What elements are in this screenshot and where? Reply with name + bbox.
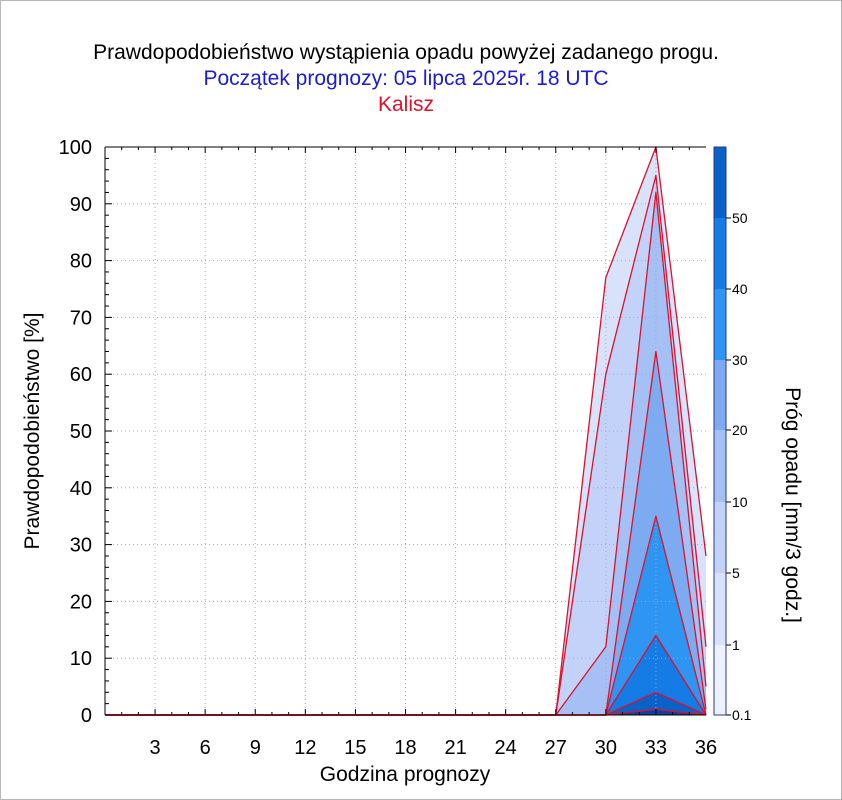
colorbar-tick-labels: 0.1 1 5 10 20 30 40 50 [732,210,752,723]
x-tick-label: 30 [595,737,617,759]
y-tick-label: 40 [70,478,92,500]
colorbar-segment [714,573,726,645]
x-axis-label: Godzina prognozy [320,763,491,786]
y-tick-label: 30 [70,535,92,557]
chart-subtitle: Początek prognozy: 05 lipca 2025r. 18 UT… [203,67,609,90]
x-tick-label: 24 [495,737,517,759]
x-tick-label: 27 [545,737,567,759]
colorbar-tick-label: 30 [732,352,748,368]
series-area-50 [105,709,706,715]
grid-lines [105,147,706,715]
x-tick-label: 36 [695,737,717,759]
colorbar-segment [714,147,726,218]
y-tick-label: 80 [70,251,92,273]
colorbar-segment [714,645,726,715]
y-tick-label: 90 [70,194,92,216]
colorbar-tick-label: 50 [732,210,748,226]
y-tick-label: 70 [70,307,92,329]
colorbar-segment [714,218,726,289]
x-tick-label: 6 [200,737,211,759]
y-tick-label: 100 [59,137,92,159]
x-tick-label: 15 [344,737,366,759]
colorbar-label: Próg opadu [mm/3 godz.] [781,387,804,623]
colorbar-border [713,146,727,716]
y-tick-label: 0 [81,705,92,727]
x-tick-label: 12 [294,737,316,759]
colorbar-tick-label: 10 [732,494,748,510]
y-tick-label: 60 [70,364,92,386]
colorbar-tick-label: 0.1 [732,707,752,723]
chart-location: Kalisz [377,93,435,116]
y-tick-label: 50 [70,421,92,443]
colorbar [713,146,731,716]
x-tick-label: 21 [444,737,466,759]
axes [104,146,706,716]
colorbar-tick-label: 20 [732,422,748,438]
x-tick-label: 9 [250,737,261,759]
colorbar-segment [714,430,726,502]
colorbar-segment [714,289,726,360]
colorbar-segment [714,360,726,430]
chart-title: Prawdopodobieństwo wystąpienia opadu pow… [93,41,719,64]
colorbar-tick-label: 40 [732,281,748,297]
y-tick-labels: 0 10 20 30 40 50 60 70 80 90 100 [59,137,92,727]
x-tick-label: 18 [394,737,416,759]
y-axis-label: Prawdopodobieństwo [%] [21,313,44,550]
x-tick-labels: 3 6 9 12 15 18 21 24 27 30 33 36 [150,737,718,759]
y-tick-label: 20 [70,591,92,613]
y-tick-label: 10 [70,648,92,670]
colorbar-tick-label: 1 [732,637,740,653]
colorbar-tick-label: 5 [732,565,740,581]
colorbar-segment [714,502,726,573]
x-tick-label: 3 [150,737,161,759]
x-tick-label: 33 [645,737,667,759]
